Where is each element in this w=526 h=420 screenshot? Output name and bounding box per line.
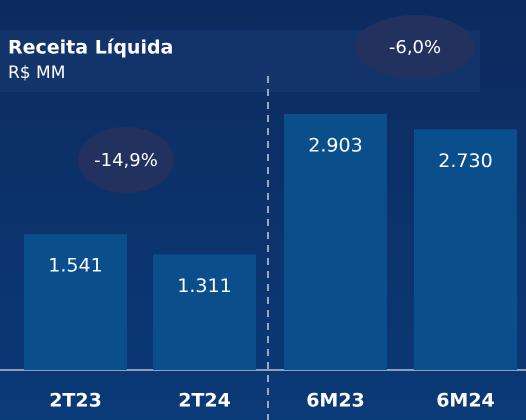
bar [284, 114, 387, 370]
x-tick-label: 2T23 [49, 390, 102, 412]
x-tick-label: 6M24 [436, 390, 495, 412]
bar [153, 254, 256, 370]
chart-subtitle: R$ MM [8, 63, 65, 83]
value-label: 2.730 [438, 150, 492, 172]
bar [24, 234, 127, 370]
x-tick-label: 2T24 [178, 390, 231, 412]
annotation: -6,0% [389, 37, 441, 58]
annotation-bubble [78, 127, 174, 193]
bar [414, 129, 517, 370]
value-label: 1.541 [48, 255, 102, 277]
annotation: -14,9% [94, 150, 158, 171]
value-label: 1.311 [177, 275, 231, 297]
value-label: 2.903 [308, 135, 362, 157]
x-tick-label: 6M23 [306, 390, 365, 412]
annotation-bubble [355, 15, 475, 79]
chart-title: Receita Líquida [8, 37, 173, 59]
